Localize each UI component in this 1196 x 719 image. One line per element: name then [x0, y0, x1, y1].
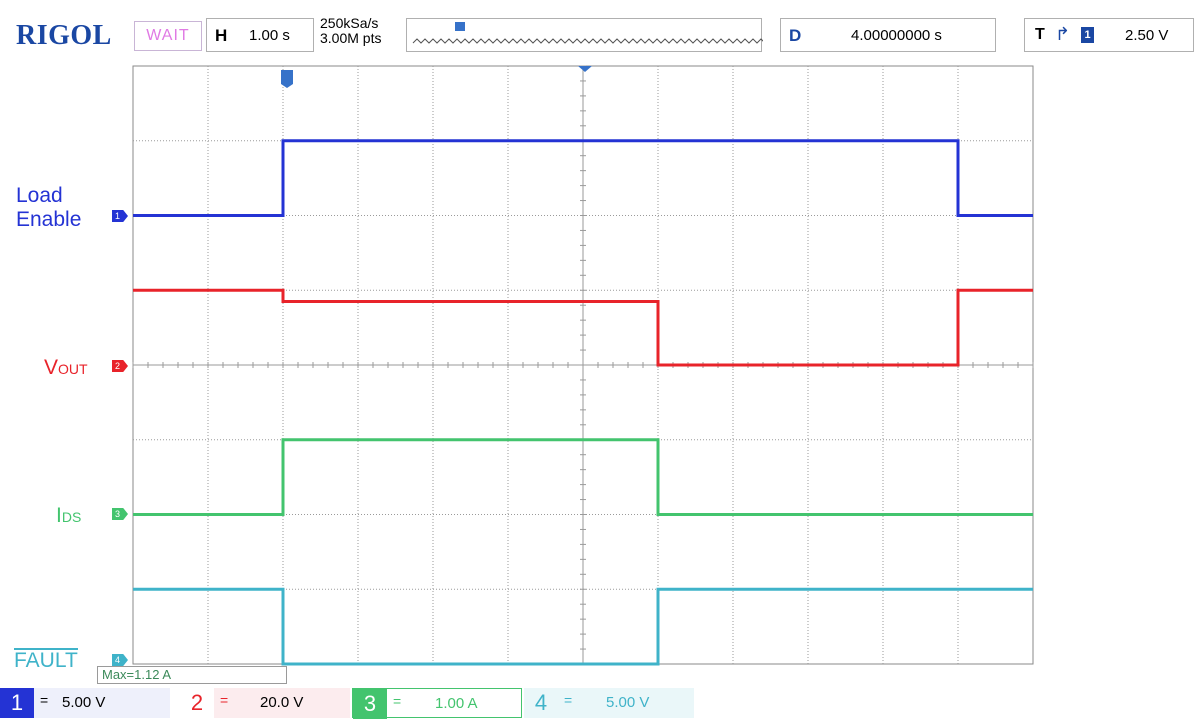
acquisition-info: 250kSa/s 3.00M pts [320, 16, 381, 46]
ch4-scale-box[interactable]: 4 = 5.00 V [524, 688, 694, 718]
trigger-position-marker [455, 22, 465, 31]
trace-load-enable [133, 139, 1033, 217]
ch4-offset-marker[interactable]: 4 [112, 654, 128, 666]
ch1-coupling: = [40, 692, 49, 708]
ch4-scale-value: 5.00 V [606, 694, 650, 711]
ch1-offset-marker[interactable]: 1 [112, 210, 128, 222]
ch3-label-sub: DS [61, 509, 82, 525]
brand-logo: RIGOL [16, 20, 112, 51]
ch1-label-line1: Load [16, 184, 63, 207]
ch2-label: VOUT [44, 356, 88, 380]
channel-scale-bar: 1 = 5.00 V 2 = 20.0 V 3 = 1.00 A 4 = 5.0… [0, 685, 1196, 719]
ch3-label-main: I [56, 504, 62, 527]
horizontal-label: H [215, 26, 228, 45]
ch2-scale-box[interactable]: 2 = 20.0 V [180, 688, 350, 718]
trace-vout [133, 288, 1033, 367]
ch3-scale-value: 1.00 A [435, 695, 478, 712]
delay-label: D [789, 26, 802, 45]
ch1-number: 1 [0, 688, 34, 718]
trigger-box[interactable]: T ↱ 1 2.50 V [1024, 18, 1194, 52]
ch2-offset-marker[interactable]: 2 [112, 360, 128, 372]
memory-depth: 3.00M pts [320, 30, 382, 46]
trigger-label: T [1035, 26, 1045, 43]
ch2-scale-value: 20.0 V [260, 694, 304, 711]
horizontal-scale-value: 1.00 s [249, 27, 290, 44]
waveform-overview[interactable] [406, 18, 766, 52]
horizontal-scale-box[interactable]: H 1.00 s [206, 18, 314, 52]
trigger-level-value: 2.50 V [1125, 27, 1169, 44]
trigger-source-badge: 1 [1081, 27, 1094, 43]
ch3-scale-box[interactable]: 3 = 1.00 A [352, 688, 522, 719]
ch3-coupling: = [393, 693, 402, 709]
status-bar: RIGOL WAIT H 1.00 s 250kSa/s 3.00M pts D… [0, 0, 1196, 64]
center-time-marker-icon [578, 66, 592, 72]
waveform-traces [133, 139, 1033, 666]
ch4-number: 4 [524, 688, 558, 718]
ch1-label-line2: Enable [16, 208, 82, 231]
ch1-label: Load Enable [16, 184, 81, 232]
ch1-scale-value: 5.00 V [62, 694, 106, 711]
trace-fault [133, 587, 1033, 666]
ch4-label: FAULT [14, 648, 78, 672]
run-state-badge[interactable]: WAIT [134, 21, 202, 51]
memory-overview-graphic [412, 22, 766, 44]
ch2-label-sub: OUT [58, 361, 88, 377]
trace-ids [133, 438, 1033, 516]
ch3-offset-marker[interactable]: 3 [112, 508, 128, 520]
ch3-number: 3 [353, 689, 387, 719]
ch2-number: 2 [180, 688, 214, 718]
sample-rate: 250kSa/s [320, 15, 379, 31]
ch4-coupling: = [564, 692, 573, 708]
ch3-label: IDS [56, 504, 81, 528]
ch1-scale-box[interactable]: 1 = 5.00 V [0, 688, 170, 718]
delay-box[interactable]: D 4.00000000 s [780, 18, 996, 52]
trigger-marker-icon [281, 70, 293, 88]
ch2-coupling: = [220, 692, 229, 708]
measurement-readout: Max=1.12 A [97, 666, 287, 684]
rising-edge-icon: ↱ [1055, 24, 1071, 44]
ch2-label-main: V [44, 356, 59, 379]
delay-value: 4.00000000 s [851, 27, 942, 44]
